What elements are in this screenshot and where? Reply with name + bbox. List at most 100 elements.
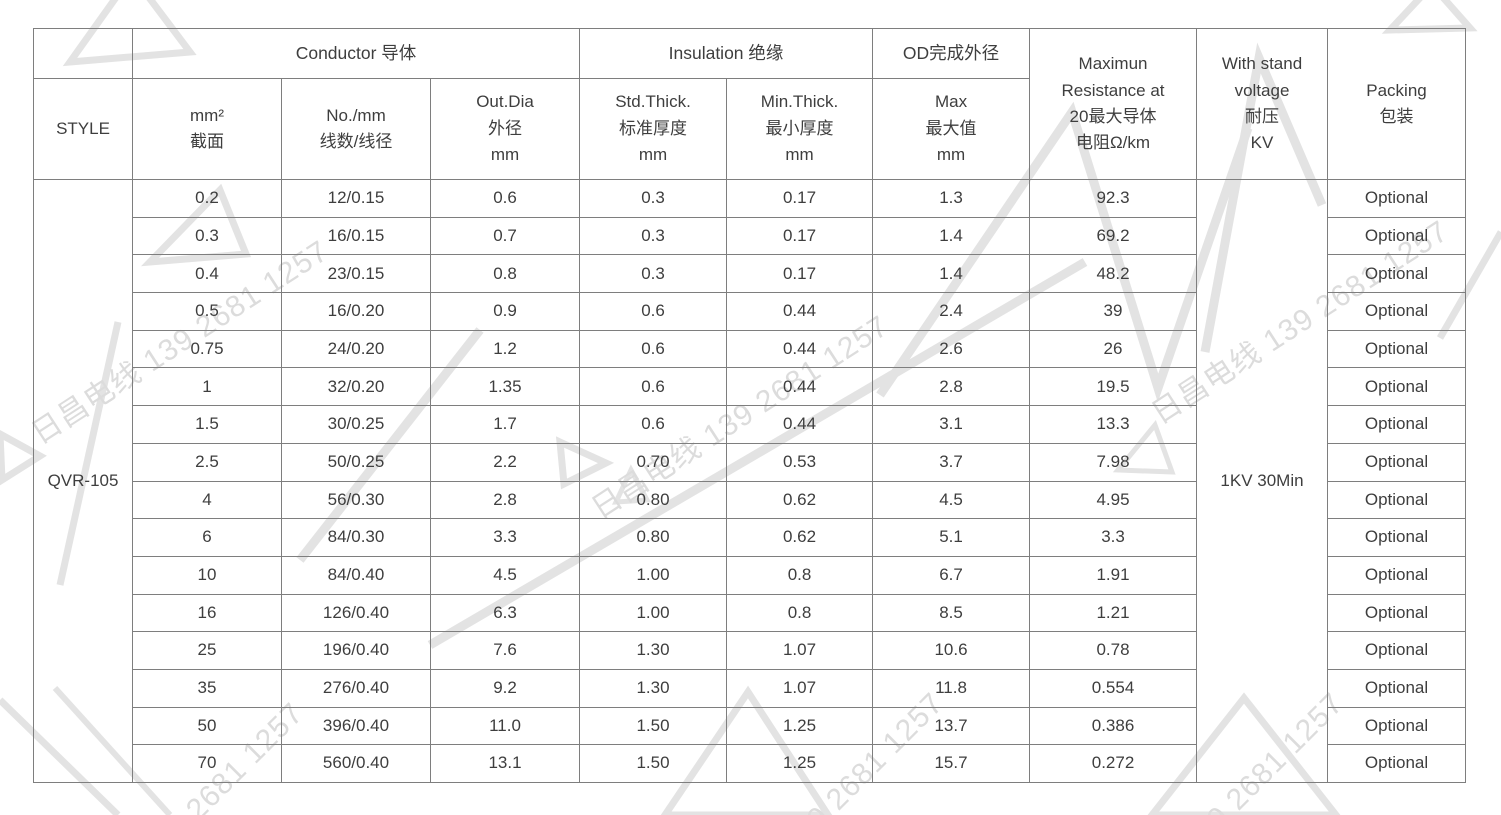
cell-out_dia: 0.6	[429, 179, 581, 218]
cell-max: 13.7	[872, 706, 1031, 746]
cell-resistance: 4.95	[1029, 480, 1198, 520]
header-packing: Packing 包装	[1327, 28, 1467, 180]
cell-mm2: 70	[132, 744, 282, 783]
cell-out_dia: 2.2	[429, 442, 581, 482]
withstand-cell: 1KV 30Min	[1196, 179, 1329, 783]
cell-packing: Optional	[1327, 480, 1467, 520]
cell-min_thick: 0.44	[726, 367, 874, 407]
header-empty-cell	[33, 28, 133, 79]
cell-out_dia: 0.7	[429, 216, 581, 256]
cell-min_thick: 0.62	[726, 480, 874, 520]
header-out-dia: Out.Dia 外径 mm	[429, 78, 581, 180]
cell-no_mm: 16/0.15	[281, 216, 431, 256]
style-cell: QVR-105	[33, 179, 133, 783]
cell-resistance: 0.386	[1029, 706, 1198, 746]
header-style: STYLE	[33, 78, 133, 180]
cell-packing: Optional	[1327, 442, 1467, 482]
cell-resistance: 39	[1029, 292, 1198, 331]
cell-out_dia: 4.5	[429, 555, 581, 595]
cell-std_thick: 0.3	[579, 179, 728, 218]
cell-out_dia: 1.35	[429, 367, 581, 407]
cell-std_thick: 0.6	[579, 329, 728, 369]
cell-resistance: 48.2	[1029, 254, 1198, 294]
cell-std_thick: 1.30	[579, 668, 728, 708]
cell-out_dia: 1.7	[429, 405, 581, 444]
cell-std_thick: 0.6	[579, 367, 728, 407]
cell-no_mm: 126/0.40	[281, 593, 431, 633]
cell-mm2: 50	[132, 706, 282, 746]
cell-resistance: 0.554	[1029, 668, 1198, 708]
cell-no_mm: 50/0.25	[281, 442, 431, 482]
cell-resistance: 1.21	[1029, 593, 1198, 633]
cell-min_thick: 1.25	[726, 744, 874, 783]
cell-packing: Optional	[1327, 367, 1467, 407]
cell-min_thick: 0.62	[726, 518, 874, 557]
cell-min_thick: 0.44	[726, 405, 874, 444]
cell-resistance: 69.2	[1029, 216, 1198, 256]
cell-mm2: 4	[132, 480, 282, 520]
cell-mm2: 25	[132, 631, 282, 670]
cell-mm2: 35	[132, 668, 282, 708]
cell-mm2: 6	[132, 518, 282, 557]
cell-std_thick: 0.6	[579, 292, 728, 331]
cell-no_mm: 23/0.15	[281, 254, 431, 294]
cell-resistance: 1.91	[1029, 555, 1198, 595]
cell-no_mm: 16/0.20	[281, 292, 431, 331]
cell-std_thick: 1.00	[579, 593, 728, 633]
cell-mm2: 16	[132, 593, 282, 633]
cell-max: 10.6	[872, 631, 1031, 670]
cell-packing: Optional	[1327, 254, 1467, 294]
table-header: Conductor 导体 Insulation 绝缘 OD完成外径 Maximu…	[33, 28, 1467, 180]
cell-std_thick: 0.80	[579, 480, 728, 520]
header-max: Max 最大值 mm	[872, 78, 1031, 180]
cell-std_thick: 0.80	[579, 518, 728, 557]
cell-packing: Optional	[1327, 518, 1467, 557]
cell-mm2: 0.75	[132, 329, 282, 369]
header-conductor-group: Conductor 导体	[131, 28, 581, 79]
cell-min_thick: 0.17	[726, 179, 874, 218]
cell-packing: Optional	[1327, 405, 1467, 444]
cell-std_thick: 1.30	[579, 631, 728, 670]
cell-packing: Optional	[1327, 179, 1467, 218]
cell-max: 6.7	[872, 555, 1031, 595]
cell-max: 3.7	[872, 442, 1031, 482]
cell-packing: Optional	[1327, 668, 1467, 708]
cell-mm2: 10	[132, 555, 282, 595]
cell-resistance: 0.78	[1029, 631, 1198, 670]
cell-max: 15.7	[872, 744, 1031, 783]
cell-packing: Optional	[1327, 292, 1467, 331]
cell-mm2: 1	[132, 367, 282, 407]
cell-out_dia: 1.2	[429, 329, 581, 369]
header-min-thick: Min.Thick. 最小厚度 mm	[726, 78, 874, 180]
cell-packing: Optional	[1327, 555, 1467, 595]
cell-min_thick: 1.07	[726, 668, 874, 708]
cell-packing: Optional	[1327, 631, 1467, 670]
header-mm2: mm² 截面	[132, 78, 282, 180]
cell-out_dia: 3.3	[429, 518, 581, 557]
cell-max: 4.5	[872, 480, 1031, 520]
header-row-1: Conductor 导体 Insulation 绝缘 OD完成外径 Maximu…	[33, 28, 1467, 180]
cell-out_dia: 6.3	[429, 593, 581, 633]
cell-packing: Optional	[1327, 593, 1467, 633]
cell-mm2: 0.3	[132, 216, 282, 256]
cell-out_dia: 2.8	[429, 480, 581, 520]
cell-no_mm: 84/0.30	[281, 518, 431, 557]
cell-max: 1.4	[872, 216, 1031, 256]
cell-min_thick: 0.44	[726, 329, 874, 369]
cell-std_thick: 0.3	[579, 254, 728, 294]
cell-std_thick: 1.50	[579, 706, 728, 746]
spec-table: Conductor 导体 Insulation 绝缘 OD完成外径 Maximu…	[33, 28, 1467, 783]
cell-min_thick: 1.25	[726, 706, 874, 746]
cell-max: 1.3	[872, 179, 1031, 218]
cell-resistance: 26	[1029, 329, 1198, 369]
cell-no_mm: 24/0.20	[281, 329, 431, 369]
cell-resistance: 19.5	[1029, 367, 1198, 407]
cell-no_mm: 84/0.40	[281, 555, 431, 595]
cell-min_thick: 0.8	[726, 593, 874, 633]
cell-packing: Optional	[1327, 744, 1467, 783]
cell-mm2: 1.5	[132, 405, 282, 444]
cell-packing: Optional	[1327, 216, 1467, 256]
cell-max: 1.4	[872, 254, 1031, 294]
cell-mm2: 0.2	[132, 179, 282, 218]
